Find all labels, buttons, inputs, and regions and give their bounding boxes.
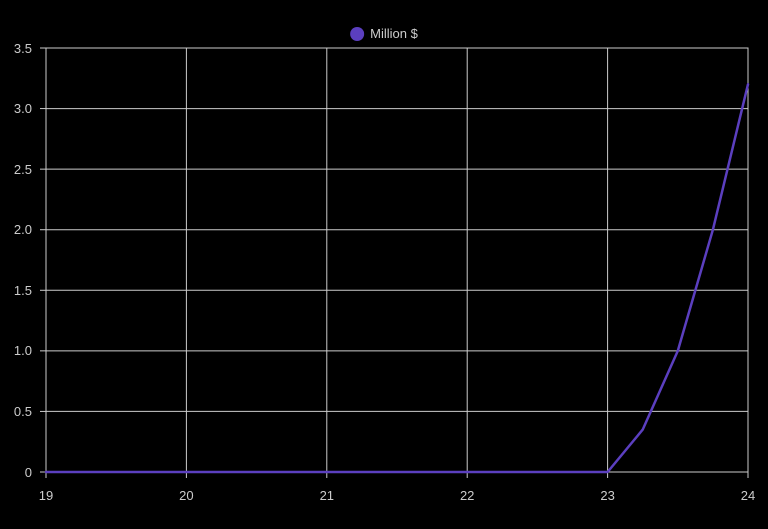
y-tick-label: 0: [25, 465, 32, 480]
y-tick-label: 2.0: [14, 222, 32, 237]
y-tick-label: 1.0: [14, 343, 32, 358]
x-tick-label: 21: [320, 488, 334, 503]
x-tick-label: 20: [179, 488, 193, 503]
x-tick-label: 23: [600, 488, 614, 503]
line-chart: Million $ 00.51.01.52.02.53.03.519202122…: [0, 0, 768, 529]
x-tick-label: 22: [460, 488, 474, 503]
y-tick-label: 0.5: [14, 404, 32, 419]
y-tick-label: 1.5: [14, 283, 32, 298]
x-tick-label: 24: [741, 488, 755, 503]
y-tick-label: 3.5: [14, 41, 32, 56]
y-tick-label: 3.0: [14, 101, 32, 116]
chart-canvas: [0, 0, 768, 529]
x-tick-label: 19: [39, 488, 53, 503]
y-tick-label: 2.5: [14, 162, 32, 177]
